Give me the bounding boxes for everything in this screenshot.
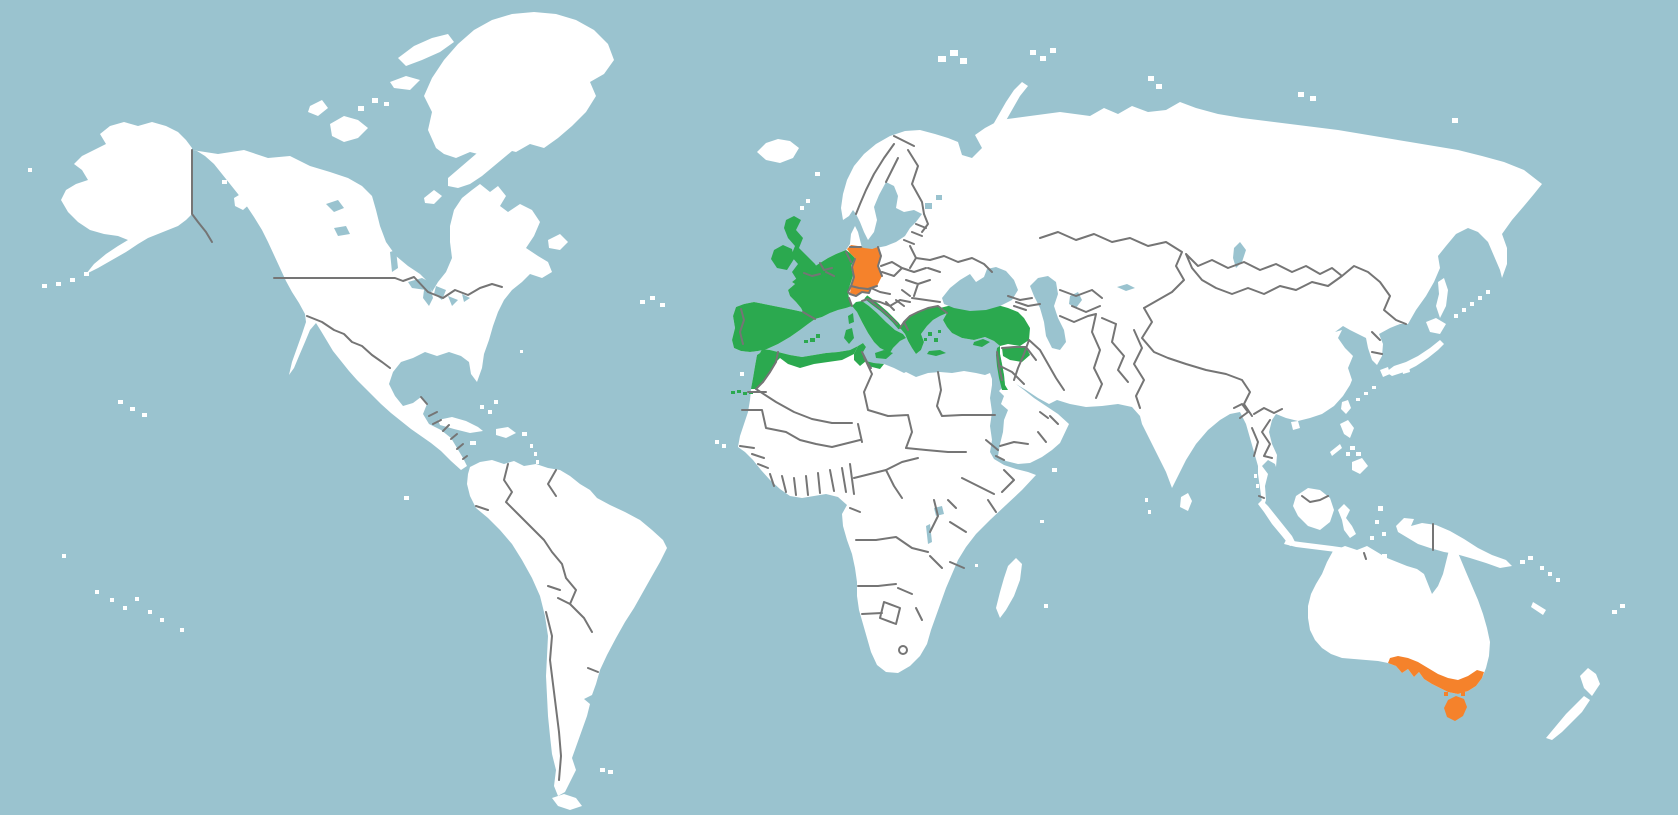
range-france-benelux	[788, 250, 855, 319]
island-sumatra	[1258, 500, 1296, 546]
island-baffin	[448, 128, 526, 188]
landmass-north-america	[192, 150, 552, 470]
island-sri-lanka	[1180, 493, 1192, 511]
borders-scandinavia	[855, 135, 925, 215]
island-palawan	[1330, 444, 1342, 456]
range-ireland	[771, 245, 794, 270]
landmass-africa	[738, 343, 1036, 673]
islands-kyushu-shikoku	[1380, 366, 1410, 377]
borders-europe-east	[850, 213, 993, 331]
range-aegean-islands	[924, 330, 941, 342]
borders-africa-east	[885, 439, 1015, 569]
borders-africa-west	[757, 463, 887, 496]
border-us-mexico	[306, 315, 391, 369]
island-honshu	[1386, 340, 1444, 376]
island-tierra-del-fuego	[552, 794, 582, 810]
island-victoria	[330, 116, 368, 142]
border-us-canada	[273, 276, 503, 299]
range-corsica	[848, 313, 854, 324]
island-cuba	[438, 417, 483, 433]
range-turkey	[940, 302, 1030, 346]
lake-baikal	[1233, 242, 1246, 268]
range-north-algeria	[776, 346, 858, 368]
philippine-specks	[1346, 446, 1361, 456]
borders-africa-north	[739, 351, 996, 459]
island-newfoundland	[548, 234, 568, 250]
borders-southeast-asia	[1251, 407, 1434, 560]
lake-huron	[434, 286, 446, 300]
island-sakhalin	[1436, 278, 1448, 318]
island-taiwan	[1341, 400, 1351, 414]
range-bass-strait-islets	[1444, 692, 1465, 696]
moluccas-specks	[1370, 506, 1386, 540]
island-new-caledonia	[1531, 602, 1546, 615]
lake-great-slave	[334, 226, 350, 236]
landmass-alaska	[61, 122, 192, 274]
range-great-britain	[784, 216, 820, 280]
borders-south-america	[475, 463, 599, 781]
range-nw-libya	[866, 361, 884, 369]
landmasses	[12, 8, 1625, 810]
range-sardinia	[844, 328, 854, 344]
island-hispaniola	[496, 427, 516, 438]
range-morocco	[751, 349, 778, 389]
island-sulawesi	[1338, 504, 1356, 538]
lake-great-bear	[326, 200, 344, 212]
landmass-australia	[1308, 540, 1490, 694]
lake-erie-ontario	[448, 294, 470, 306]
lake-michigan	[423, 286, 433, 306]
island-devon	[390, 76, 420, 90]
island-nz-south	[1546, 696, 1590, 740]
landmass-greenland	[424, 12, 614, 158]
range-crete	[927, 350, 946, 356]
range-germany	[847, 245, 882, 289]
island-southampton	[424, 190, 442, 204]
borders-mongolia-china	[1185, 253, 1407, 355]
landmass-eurasia	[732, 102, 1542, 509]
borders-africa-south	[849, 469, 943, 655]
island-hokkaido	[1426, 318, 1446, 334]
borders-middle-east	[996, 339, 1065, 447]
island-hainan	[1291, 421, 1300, 430]
range-sicily	[875, 350, 893, 359]
borders-south-asia	[1133, 307, 1253, 419]
island-ellesmere	[398, 34, 454, 66]
country-borders	[191, 135, 1434, 781]
range-tunisia	[854, 343, 866, 366]
sea-caspian	[1030, 276, 1066, 350]
borders-caucasus	[1007, 295, 1041, 311]
lake-winnipeg	[390, 250, 398, 272]
range-south-australia-coast	[1388, 656, 1484, 694]
lake-balkhash	[1117, 284, 1135, 291]
island-novaya-zemlya	[990, 82, 1028, 134]
range-tasmania	[1444, 696, 1467, 721]
landmass-south-america	[467, 460, 667, 796]
borders-central-asia	[1039, 231, 1185, 399]
native-range-green	[731, 216, 1030, 395]
borders-europe-west	[739, 246, 891, 345]
borders-central-america	[420, 396, 468, 460]
island-java	[1284, 540, 1346, 553]
island-new-guinea	[1396, 518, 1512, 568]
range-albania-greece	[900, 306, 947, 354]
range-cyprus	[973, 339, 990, 347]
island-madagascar	[996, 558, 1022, 618]
island-iceland	[757, 139, 799, 163]
island-luzon	[1340, 420, 1354, 438]
kuril-island-specks	[1454, 290, 1490, 318]
range-italy	[852, 301, 906, 353]
border-alaska-canada	[191, 149, 213, 243]
island-vancouver	[234, 192, 252, 210]
sea-black-sea	[942, 267, 1018, 311]
range-balearics	[804, 334, 820, 343]
caribbean-specks	[470, 400, 539, 471]
range-iberia	[732, 302, 815, 352]
lake-ladoga-onega	[925, 195, 942, 209]
island-banks	[308, 100, 328, 116]
island-mindanao	[1352, 458, 1368, 474]
island-nz-north	[1580, 668, 1600, 696]
ryukyu-specks	[1356, 386, 1376, 401]
